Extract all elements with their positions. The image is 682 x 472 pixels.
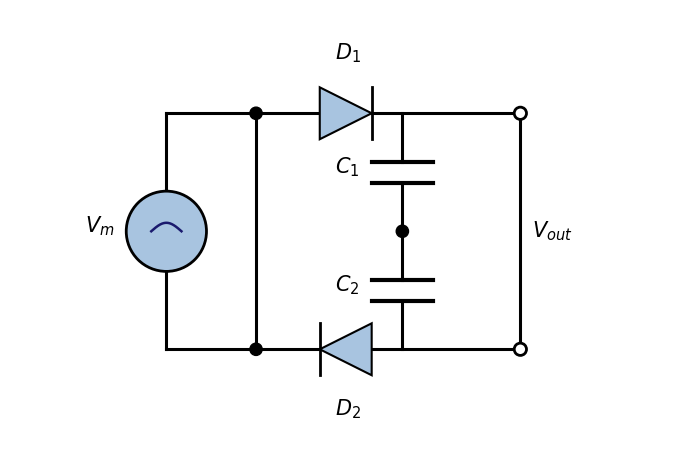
Text: $V_{out}$: $V_{out}$ [532, 219, 573, 243]
Circle shape [396, 225, 409, 237]
Text: $V_m$: $V_m$ [85, 215, 115, 238]
Circle shape [514, 107, 527, 119]
Circle shape [250, 107, 262, 119]
Circle shape [126, 191, 207, 271]
Text: $D_1$: $D_1$ [335, 41, 361, 65]
Text: $C_1$: $C_1$ [336, 156, 360, 179]
Text: $C_2$: $C_2$ [336, 274, 360, 297]
Circle shape [514, 343, 527, 355]
Polygon shape [320, 87, 372, 139]
Polygon shape [320, 323, 372, 375]
Circle shape [250, 343, 262, 355]
Text: $D_2$: $D_2$ [335, 398, 361, 421]
